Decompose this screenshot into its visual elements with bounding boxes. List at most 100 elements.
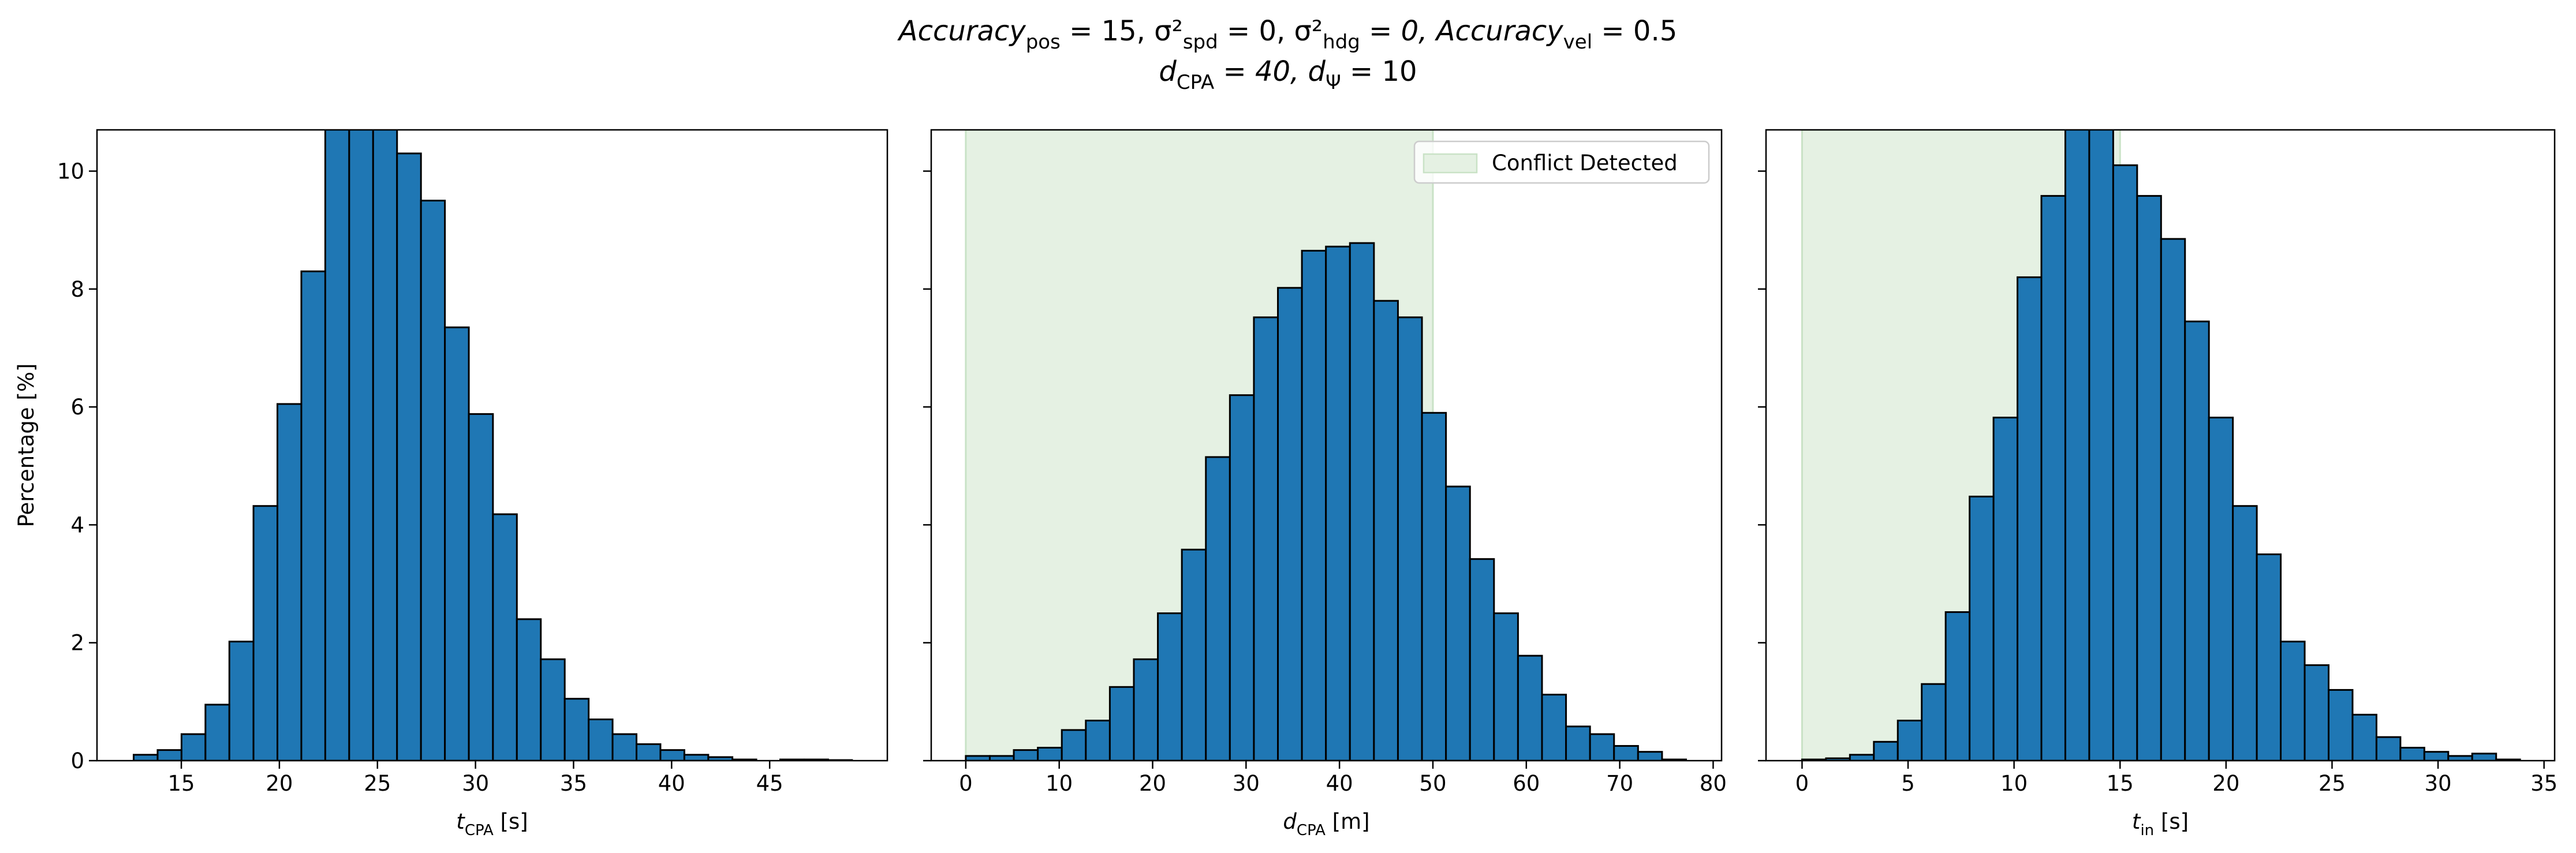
axes-frame [96, 129, 888, 762]
legend-label: Conflict Detected [1492, 151, 1678, 175]
bar [2280, 641, 2306, 761]
title-line-part: = 0, Accuracy [1360, 15, 1563, 47]
bar [2017, 276, 2043, 761]
title-line-part: = 40, d [1214, 55, 1326, 88]
bar [588, 718, 614, 761]
bar [563, 698, 590, 761]
title-line-part: spd [1183, 31, 1218, 54]
title-line-part: pos [1026, 31, 1061, 54]
x-tick-label: 40 [658, 771, 685, 796]
x-tick-label: 80 [1700, 771, 1727, 796]
y-tick-label: 10 [57, 159, 84, 184]
x-axis-label: tCPA [s] [456, 809, 528, 839]
x-tick-label: 20 [266, 771, 293, 796]
title-line-part: = 0.5 [1592, 15, 1677, 47]
bar [1108, 686, 1135, 761]
bar [540, 658, 566, 761]
x-tick-label: 40 [1326, 771, 1353, 796]
x-axis-label-part: [s] [2154, 809, 2189, 834]
bar [1373, 300, 1399, 761]
bar [1944, 611, 1971, 761]
bar [1421, 411, 1447, 761]
bar [1205, 456, 1231, 761]
y-tick-label: 8 [70, 277, 84, 302]
axes-frame [930, 129, 1723, 762]
x-axis-label-part: CPA [465, 822, 494, 839]
plot-area [1801, 130, 2521, 761]
legend-box [1413, 140, 1710, 184]
bar [1445, 485, 1471, 761]
bar [156, 749, 182, 761]
bar [1325, 245, 1351, 761]
bar [2040, 194, 2066, 761]
bar [228, 641, 255, 761]
x-tick-label: 20 [1139, 771, 1166, 796]
x-tick-label: 45 [756, 771, 783, 796]
x-tick-label: 25 [364, 771, 391, 796]
bar [2304, 664, 2329, 761]
y-tick-label: 6 [70, 395, 84, 420]
bar [1061, 729, 1087, 761]
x-tick-label: 30 [2424, 771, 2451, 796]
bar [180, 733, 207, 761]
bar [2232, 505, 2258, 761]
title-line-part: d [1159, 55, 1177, 88]
x-tick-label: 10 [2000, 771, 2028, 796]
bar [1613, 744, 1639, 761]
x-axis-label-part: t [2132, 809, 2141, 834]
bar [2184, 320, 2210, 761]
bar [2208, 416, 2234, 761]
bar [1849, 754, 1875, 761]
y-tick-label: 2 [70, 631, 84, 656]
x-tick-label: 60 [1513, 771, 1540, 796]
bar [1253, 316, 1279, 761]
bar [1229, 394, 1255, 761]
bar [683, 754, 710, 761]
bar [133, 754, 159, 761]
bar [1873, 740, 1899, 761]
y-axis-label: Percentage [%] [14, 364, 39, 527]
bar [2471, 753, 2497, 761]
bar [1181, 548, 1207, 761]
bar [1541, 694, 1567, 761]
title-line-part: = 15, σ² [1061, 15, 1183, 47]
bar [2399, 747, 2425, 761]
x-axis-label: tin [s] [2132, 809, 2189, 839]
bar [1469, 558, 1495, 761]
x-tick-label: 70 [1606, 771, 1633, 796]
bar [1969, 495, 1995, 761]
title-line-part: = 10 [1341, 55, 1417, 88]
bar [2351, 713, 2377, 761]
bar [1085, 720, 1111, 761]
bar [1301, 249, 1327, 761]
bar [1637, 751, 1663, 761]
bar [516, 618, 542, 761]
bar [1565, 725, 1591, 761]
axes-frame [1765, 129, 2556, 762]
bar [492, 513, 518, 761]
bar [2112, 164, 2138, 761]
x-axis-label-part: [s] [494, 809, 528, 834]
x-tick-label: 5 [1901, 771, 1915, 796]
y-tick-label: 4 [70, 512, 84, 537]
bar [2136, 194, 2162, 761]
y-tick-label: 0 [70, 749, 84, 773]
x-tick-label: 30 [1233, 771, 1260, 796]
title-line: Accuracypos = 15, σ²spd = 0, σ²hdg = 0, … [897, 15, 1678, 54]
x-tick-label: 30 [462, 771, 489, 796]
bar [300, 270, 326, 761]
bar [420, 200, 446, 761]
x-axis-label-part: in [2140, 822, 2154, 839]
bar [2423, 751, 2450, 761]
x-axis-label-part: t [456, 809, 465, 834]
bar [1493, 612, 1519, 761]
bar [2160, 238, 2186, 761]
bar [252, 505, 279, 761]
x-axis-label: dCPA [m] [1283, 809, 1369, 839]
plot-area [965, 130, 1688, 761]
bar [2088, 130, 2114, 761]
bar [1133, 658, 1159, 761]
title-line-part: CPA [1177, 71, 1214, 94]
x-axis-label-part: CPA [1297, 822, 1326, 839]
